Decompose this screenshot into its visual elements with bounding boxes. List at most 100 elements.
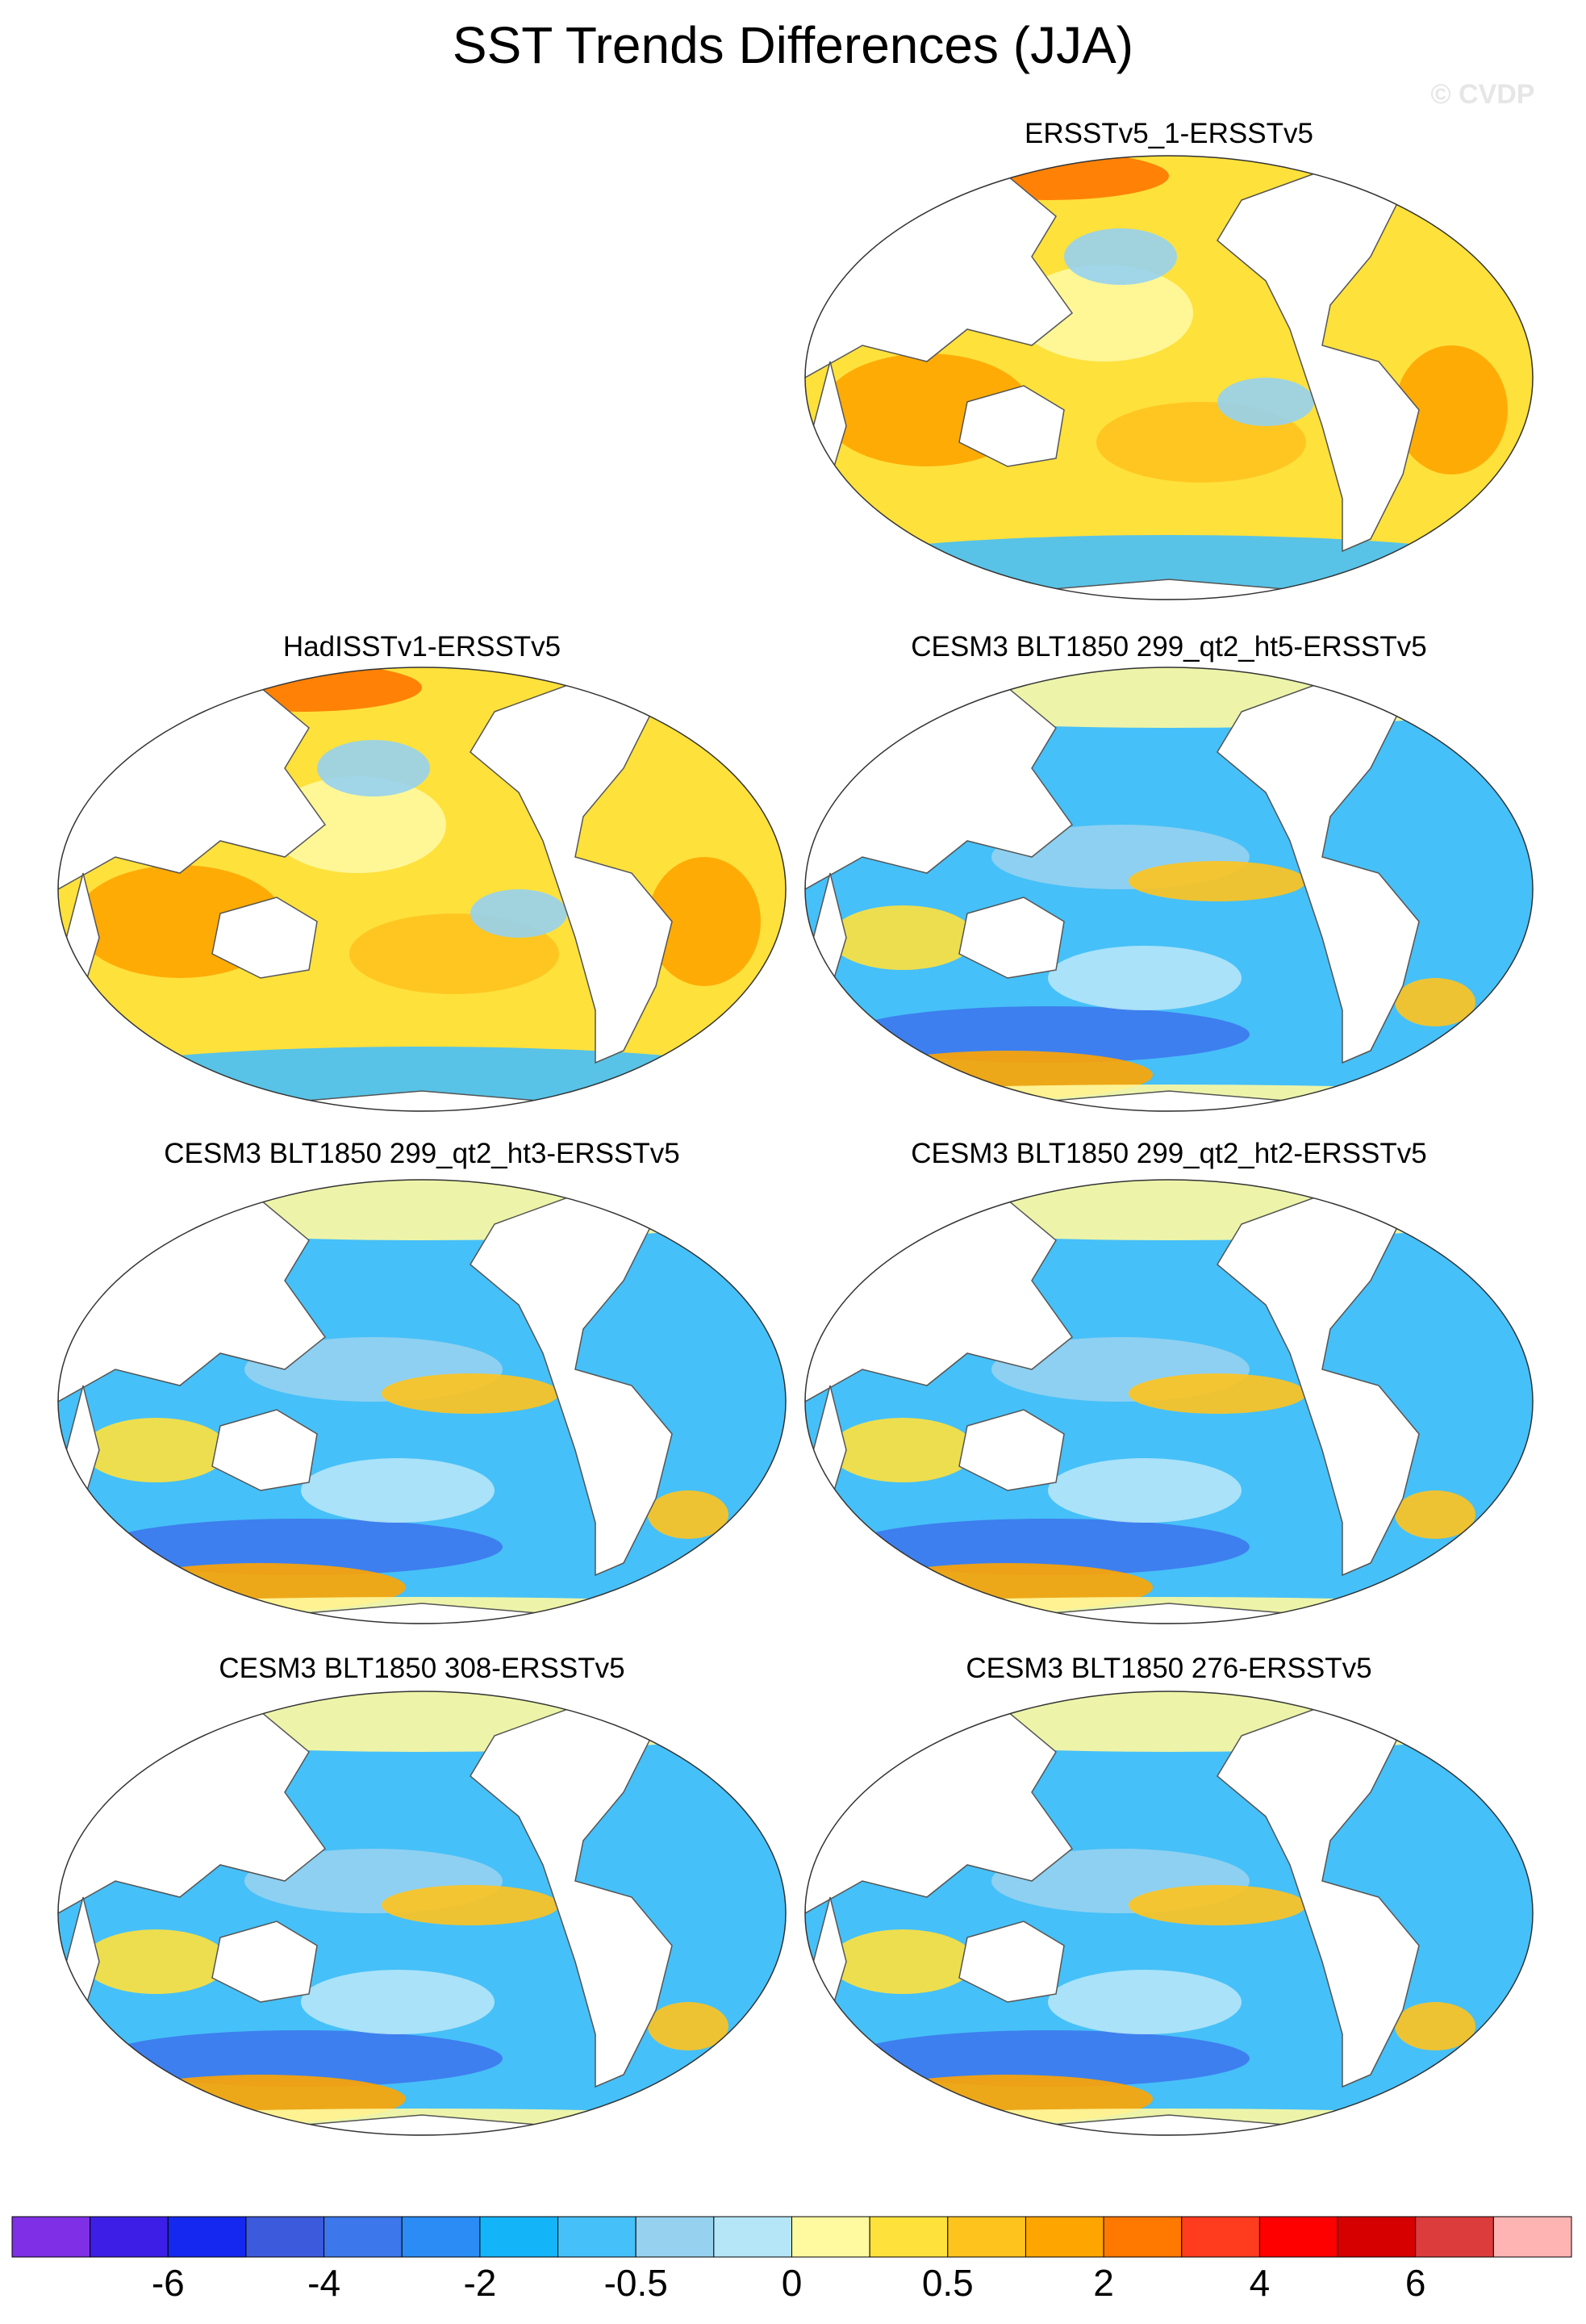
field-patch xyxy=(805,1180,1533,1240)
field-patch xyxy=(83,1418,228,1482)
colorbar-box xyxy=(167,2216,247,2258)
field-patch xyxy=(648,1490,728,1539)
field-patch xyxy=(846,1519,1250,1575)
field-patch xyxy=(1395,2002,1475,2050)
map-outline xyxy=(57,1691,787,2136)
map-outline xyxy=(57,667,787,1112)
map-panel: CESM3 BLT1850 299_qt2_ht2-ERSSTv5 xyxy=(804,1138,1534,1624)
map-field xyxy=(805,667,1533,1111)
map-field xyxy=(805,1691,1533,2135)
land xyxy=(926,2114,1412,2135)
land xyxy=(926,1603,1412,1624)
map-panel: CESM3 BLT1850 308-ERSSTv5 xyxy=(57,1653,787,2136)
map-panel: CESM3 BLT1850 276-ERSSTv5 xyxy=(804,1653,1534,2136)
colorbar-box xyxy=(11,2216,91,2258)
field-patch xyxy=(1129,861,1306,901)
land xyxy=(958,897,1065,979)
map-outline xyxy=(804,1179,1534,1624)
field-patch xyxy=(470,889,567,938)
colorbar-box xyxy=(635,2216,715,2258)
panel-title: HadISSTv1-ERSSTv5 xyxy=(283,631,561,663)
map-panel: ERSSTv5_1-ERSSTv5 xyxy=(804,118,1534,600)
land xyxy=(179,2114,665,2135)
panel-title: ERSSTv5_1-ERSSTv5 xyxy=(1025,118,1313,149)
field-patch xyxy=(1129,1373,1306,1414)
land xyxy=(470,1191,673,1577)
figure-title: SST Trends Differences (JJA) xyxy=(453,16,1133,74)
colorbar-box xyxy=(791,2216,870,2258)
field-patch xyxy=(58,1180,786,1240)
field-patch xyxy=(927,156,1169,200)
colorbar-label: -2 xyxy=(463,2262,496,2304)
colorbar-label: 4 xyxy=(1250,2262,1271,2304)
field-patch xyxy=(382,1885,559,1925)
land xyxy=(1217,1703,1420,2088)
watermark: © CVDP xyxy=(1431,79,1535,110)
map-outline xyxy=(804,1691,1534,2136)
field-patch xyxy=(1395,345,1508,474)
field-patch xyxy=(830,905,975,970)
colorbar-box xyxy=(1337,2216,1417,2258)
colorbar-box xyxy=(401,2216,481,2258)
colorbar-box xyxy=(557,2216,636,2258)
colorbar-label: -4 xyxy=(307,2262,340,2304)
land xyxy=(179,1603,665,1624)
field-patch xyxy=(1048,1970,1242,2034)
colorbar-box xyxy=(947,2216,1026,2258)
map-outline xyxy=(804,155,1534,600)
field-patch xyxy=(1016,265,1193,362)
colorbar-box xyxy=(1492,2216,1572,2258)
colorbar-box xyxy=(1415,2216,1494,2258)
land xyxy=(179,1090,665,1111)
panel-title: CESM3 BLT1850 276-ERSSTv5 xyxy=(966,1653,1371,1684)
map-field xyxy=(805,156,1533,600)
map-field xyxy=(805,1180,1533,1624)
land xyxy=(470,1703,673,2088)
field-patch xyxy=(269,776,446,873)
colorbar-label: 2 xyxy=(1093,2262,1114,2304)
field-patch xyxy=(1048,946,1242,1010)
colorbar-box xyxy=(1103,2216,1183,2258)
land xyxy=(958,1921,1065,2003)
map-field xyxy=(58,667,786,1111)
colorbar-box xyxy=(713,2216,792,2258)
colorbar-box xyxy=(90,2216,169,2258)
panel-title: CESM3 BLT1850 299_qt2_ht5-ERSSTv5 xyxy=(911,631,1426,663)
map-outline xyxy=(57,1179,787,1624)
field-patch xyxy=(830,1418,975,1482)
field-patch xyxy=(648,857,761,986)
map-panel: CESM3 BLT1850 299_qt2_ht5-ERSSTv5 xyxy=(804,631,1534,1112)
field-patch xyxy=(317,740,430,796)
map-outline xyxy=(804,667,1534,1112)
map-field xyxy=(58,1180,786,1624)
land xyxy=(958,385,1065,467)
field-patch xyxy=(301,1970,495,2034)
map-panel: HadISSTv1-ERSSTv5 xyxy=(57,631,787,1112)
colorbar-label: -0.5 xyxy=(604,2262,668,2304)
panel-title: CESM3 BLT1850 299_qt2_ht3-ERSSTv5 xyxy=(164,1138,679,1169)
land xyxy=(1217,679,1420,1064)
field-patch xyxy=(1395,1490,1475,1539)
field-patch xyxy=(382,1373,559,1414)
colorbar-label: 6 xyxy=(1405,2262,1426,2304)
colorbar-box xyxy=(1025,2216,1104,2258)
land xyxy=(211,1921,318,2003)
field-patch xyxy=(1395,978,1475,1026)
colorbar-box xyxy=(1258,2216,1338,2258)
colorbar-box xyxy=(479,2216,559,2258)
land xyxy=(211,1409,318,1491)
field-patch xyxy=(180,667,422,712)
panel-title: CESM3 BLT1850 308-ERSSTv5 xyxy=(219,1653,624,1684)
field-patch xyxy=(1064,228,1177,285)
map-field xyxy=(58,1691,786,2135)
colorbar-label: 0.5 xyxy=(922,2262,974,2304)
field-patch xyxy=(805,1691,1533,1752)
colorbar-label: -6 xyxy=(152,2262,185,2304)
land xyxy=(958,1409,1065,1491)
field-patch xyxy=(1217,378,1314,426)
field-patch xyxy=(99,2030,503,2087)
land xyxy=(211,897,318,979)
colorbar-box xyxy=(245,2216,325,2258)
land xyxy=(926,1090,1412,1111)
